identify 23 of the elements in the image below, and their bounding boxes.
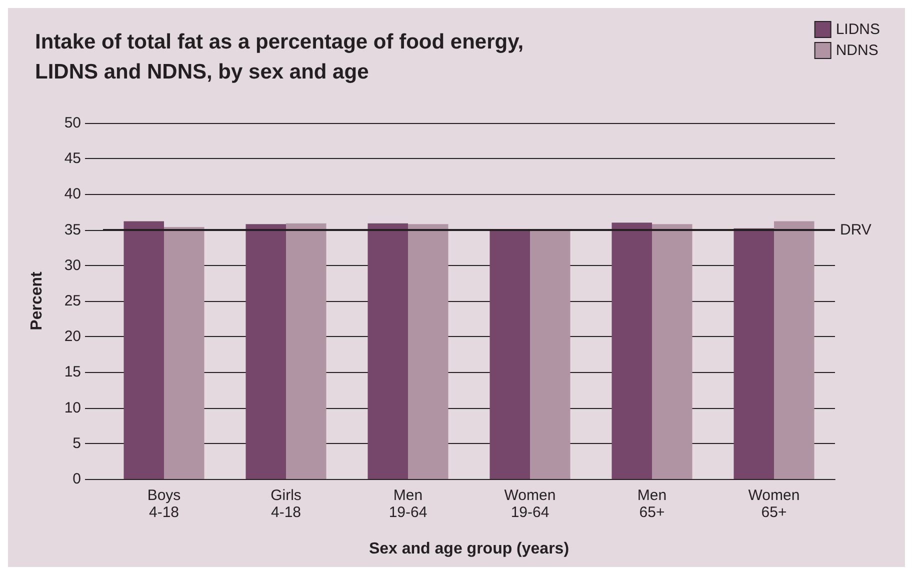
x-tick-label: Boys 4-18: [147, 487, 181, 521]
y-tick-label: 35: [64, 221, 81, 238]
x-tick-label: Women 19-64: [504, 487, 556, 521]
x-tick-label: Women 65+: [748, 487, 800, 521]
y-tick-label: 15: [64, 364, 81, 381]
y-tick-label: 50: [64, 114, 81, 132]
ref-line-label: DRV: [840, 221, 872, 238]
legend-label: NDNS: [836, 42, 878, 59]
y-tick-label: 0: [72, 470, 81, 488]
y-tick-label: 5: [72, 434, 81, 452]
y-tick-label: 45: [64, 150, 81, 168]
y-tick-label: 40: [64, 186, 81, 203]
x-tick-label: Men 19-64: [388, 487, 428, 521]
legend-label: LIDNS: [836, 21, 880, 38]
y-tick-label: 30: [64, 256, 81, 274]
y-tick-label: 20: [64, 328, 81, 346]
y-tick-label: 10: [64, 399, 81, 416]
y-axis-title: Percent: [28, 270, 46, 330]
y-tick-label: 25: [64, 292, 81, 310]
x-axis-title: Sex and age group (years): [368, 540, 570, 558]
chart-title: Intake of total fat as a percentage of food energy, LIDNS and NDNS, by sex and age: [35, 30, 524, 84]
x-tick-label: Men 65+: [637, 487, 667, 521]
x-tick-label: Girls 4-18: [270, 487, 302, 521]
